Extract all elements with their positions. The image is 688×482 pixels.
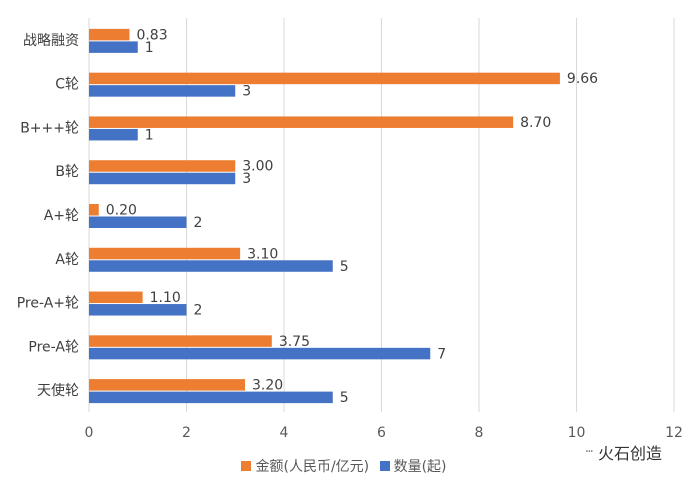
category-label: A+轮 [44, 208, 79, 224]
data-label-count: 1 [145, 127, 154, 143]
category-labels: 天使轮 Pre-A轮 Pre-A+轮 A轮 A+轮 B轮 B+++轮 C轮 战略融资 [17, 33, 79, 399]
legend-label-count: 数量(起) [393, 459, 447, 475]
data-label-amount: 0.83 [136, 27, 167, 43]
category-label: Pre-A轮 [28, 339, 79, 355]
brand-watermark-text: 火石创造 [597, 444, 662, 463]
x-tick-label: 8 [475, 425, 484, 441]
bar-amount [89, 379, 245, 391]
data-label-count: 5 [340, 390, 349, 406]
data-label-amount: 8.70 [520, 115, 551, 131]
brand-watermark: ··· 火石创造 [585, 440, 662, 464]
data-label-count: 3 [242, 171, 251, 187]
data-label-amount: 0.20 [106, 203, 137, 219]
bar-amount [89, 247, 241, 260]
data-label-amount: 3.00 [242, 159, 273, 175]
legend-swatch-amount [241, 461, 252, 471]
data-label-amount: 3.75 [279, 334, 310, 350]
bar-count [89, 260, 333, 272]
data-label-amount: 1.10 [150, 290, 181, 306]
category-label: 天使轮 [37, 382, 79, 399]
category-label: A轮 [55, 252, 79, 268]
bar-count [89, 391, 333, 404]
legend-item-count: 数量(起) [379, 456, 447, 476]
x-tick-label: 2 [182, 425, 191, 441]
x-tick-label: 6 [377, 425, 386, 441]
data-label-count: 1 [145, 40, 154, 56]
bar-count [89, 85, 236, 97]
data-label-amount: 9.66 [567, 71, 598, 87]
bars [89, 28, 560, 404]
category-label: B轮 [55, 164, 79, 180]
bar-count [89, 347, 431, 360]
data-label-count: 2 [194, 215, 203, 231]
data-label-count: 5 [340, 259, 349, 275]
category-label: C轮 [55, 77, 79, 93]
bar-amount [89, 116, 514, 128]
bar-amount [89, 72, 560, 85]
bar-count [89, 216, 187, 228]
legend-item-amount: 金额(人民币/亿元) [241, 456, 369, 476]
x-axis-tick-labels: 0 2 4 6 8 10 12 [85, 425, 683, 441]
wechat-dots-icon: ··· [584, 444, 594, 460]
x-tick-label: 12 [665, 425, 683, 441]
bar-count [89, 41, 138, 53]
x-tick-label: 4 [280, 425, 289, 441]
bar-count [89, 172, 236, 185]
data-label-count: 7 [437, 346, 446, 362]
legend: 金额(人民币/亿元) 数量(起) [0, 456, 688, 476]
bar-amount [89, 160, 236, 172]
bar-amount [89, 335, 272, 347]
x-tick-label: 0 [85, 425, 94, 441]
data-label-amount: 3.10 [247, 246, 278, 262]
category-label: B+++轮 [20, 120, 79, 136]
data-labels: 3.2053.7571.1023.1050.2023.0038.7019.663… [106, 27, 598, 406]
bar-count [89, 128, 138, 141]
category-label: Pre-A+轮 [17, 296, 79, 312]
data-label-amount: 3.20 [252, 378, 283, 394]
bar-amount [89, 28, 130, 41]
category-label: 战略融资 [23, 33, 79, 49]
data-label-count: 2 [194, 303, 203, 319]
bar-amount [89, 204, 99, 216]
bar-amount [89, 291, 143, 304]
data-label-count: 3 [242, 84, 251, 100]
bar-count [89, 304, 187, 316]
legend-label-amount: 金额(人民币/亿元) [255, 459, 370, 475]
legend-swatch-count [379, 461, 390, 471]
x-tick-label: 10 [568, 425, 586, 441]
